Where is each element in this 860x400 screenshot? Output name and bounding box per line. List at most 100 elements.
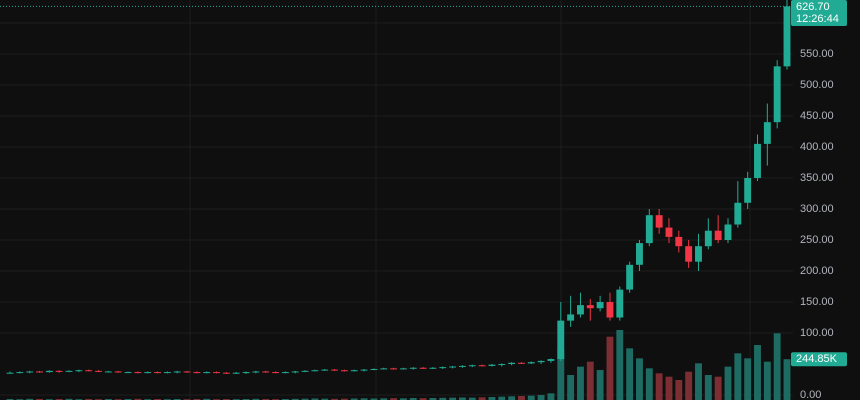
volume-bar — [311, 398, 319, 400]
volume-bar — [704, 375, 712, 400]
volume-bar — [734, 353, 742, 400]
candle-body — [154, 372, 161, 374]
candle-body — [783, 6, 791, 67]
y-tick-label: 400.00 — [800, 141, 834, 153]
volume-bar — [596, 370, 604, 400]
candle-body — [754, 143, 761, 178]
volume-bar — [498, 396, 506, 400]
candle-body — [498, 364, 506, 366]
volume-bar — [586, 361, 594, 400]
volume-bar — [645, 368, 653, 400]
volume-bar — [557, 350, 565, 400]
volume-bar — [449, 397, 457, 400]
candle-body — [6, 372, 14, 374]
candle-body — [203, 372, 211, 374]
candle-body — [724, 224, 732, 240]
last-volume-label: 244.85K — [796, 353, 838, 365]
candle-body — [567, 314, 575, 321]
volume-bar — [655, 373, 663, 400]
volume-bar — [360, 398, 368, 400]
candle-body — [429, 367, 437, 369]
volume-bar — [537, 395, 545, 400]
volume-bar — [291, 398, 299, 400]
candle-body — [193, 372, 201, 374]
candle-body — [458, 365, 466, 367]
volume-bar — [714, 376, 722, 400]
volume-bar — [380, 398, 388, 400]
volume-bar — [458, 397, 466, 400]
volume-bar — [508, 396, 516, 400]
candle-body — [36, 371, 43, 373]
candle-body — [213, 372, 220, 374]
candle-body — [468, 365, 476, 367]
last-price-label: 626.70 — [796, 1, 830, 13]
volume-bar — [636, 358, 643, 400]
candle-body — [124, 372, 132, 374]
volume-bar — [409, 398, 417, 400]
candle-body — [163, 372, 171, 374]
candle-body — [232, 372, 240, 374]
candle-body — [144, 372, 152, 374]
candle-body — [173, 371, 181, 373]
candle-body — [449, 366, 457, 368]
volume-bar — [547, 393, 555, 400]
volume-bar — [685, 371, 693, 400]
candle-body — [311, 370, 319, 372]
candle-body — [596, 302, 604, 309]
volume-bar — [468, 397, 476, 400]
volume-bar — [527, 395, 535, 400]
volume-bar — [626, 348, 634, 400]
candle-body — [114, 371, 122, 373]
candle-body — [45, 370, 53, 373]
candle-body — [527, 362, 535, 364]
y-tick-label: 500.00 — [800, 79, 834, 91]
y-tick-label: 100.00 — [800, 327, 834, 339]
candle-body — [242, 372, 250, 374]
candle-body — [331, 369, 339, 371]
y-tick-label: 550.00 — [800, 48, 834, 60]
candle-body — [95, 370, 102, 372]
last-volume-box — [791, 352, 847, 367]
candle-body — [655, 215, 663, 228]
candle-body — [222, 372, 230, 374]
volume-bar — [616, 330, 624, 400]
candle-body — [665, 227, 673, 237]
candle-body — [26, 371, 34, 373]
volume-bar — [399, 398, 407, 400]
volume-bar — [744, 358, 752, 400]
candle-body — [85, 370, 93, 372]
volume-bar — [26, 398, 34, 400]
y-tick-label: 200.00 — [800, 265, 834, 277]
volume-bar — [321, 398, 329, 400]
volume-bar — [419, 398, 427, 400]
y-tick-label: 450.00 — [800, 110, 834, 122]
volume-bar — [518, 396, 525, 400]
candle-body — [586, 305, 594, 309]
y-tick-label: 350.00 — [800, 172, 834, 184]
volume-bar — [695, 363, 702, 400]
y-tick-label: 150.00 — [800, 296, 834, 308]
volume-bar — [577, 366, 584, 400]
candle-body — [537, 360, 545, 363]
candle-body — [763, 122, 771, 144]
volume-bar — [134, 398, 142, 400]
candle-body — [272, 372, 279, 374]
candle-body — [606, 302, 614, 318]
candle-body — [714, 230, 722, 240]
candle-body — [685, 246, 693, 262]
last-price-box — [791, 0, 847, 26]
last-time-label: 12:26:44 — [796, 13, 839, 25]
candle-body — [291, 371, 299, 373]
candle-body — [75, 370, 83, 372]
volume-bar — [754, 345, 761, 400]
y-tick-label: 300.00 — [800, 203, 834, 215]
volume-bar — [478, 397, 486, 400]
candle-body — [557, 320, 565, 360]
candle-body — [16, 372, 24, 374]
candle-body — [183, 371, 191, 373]
candle-body — [104, 371, 112, 373]
volume-bar — [773, 333, 781, 400]
volume-bar — [350, 398, 358, 400]
candle-body — [390, 368, 398, 370]
